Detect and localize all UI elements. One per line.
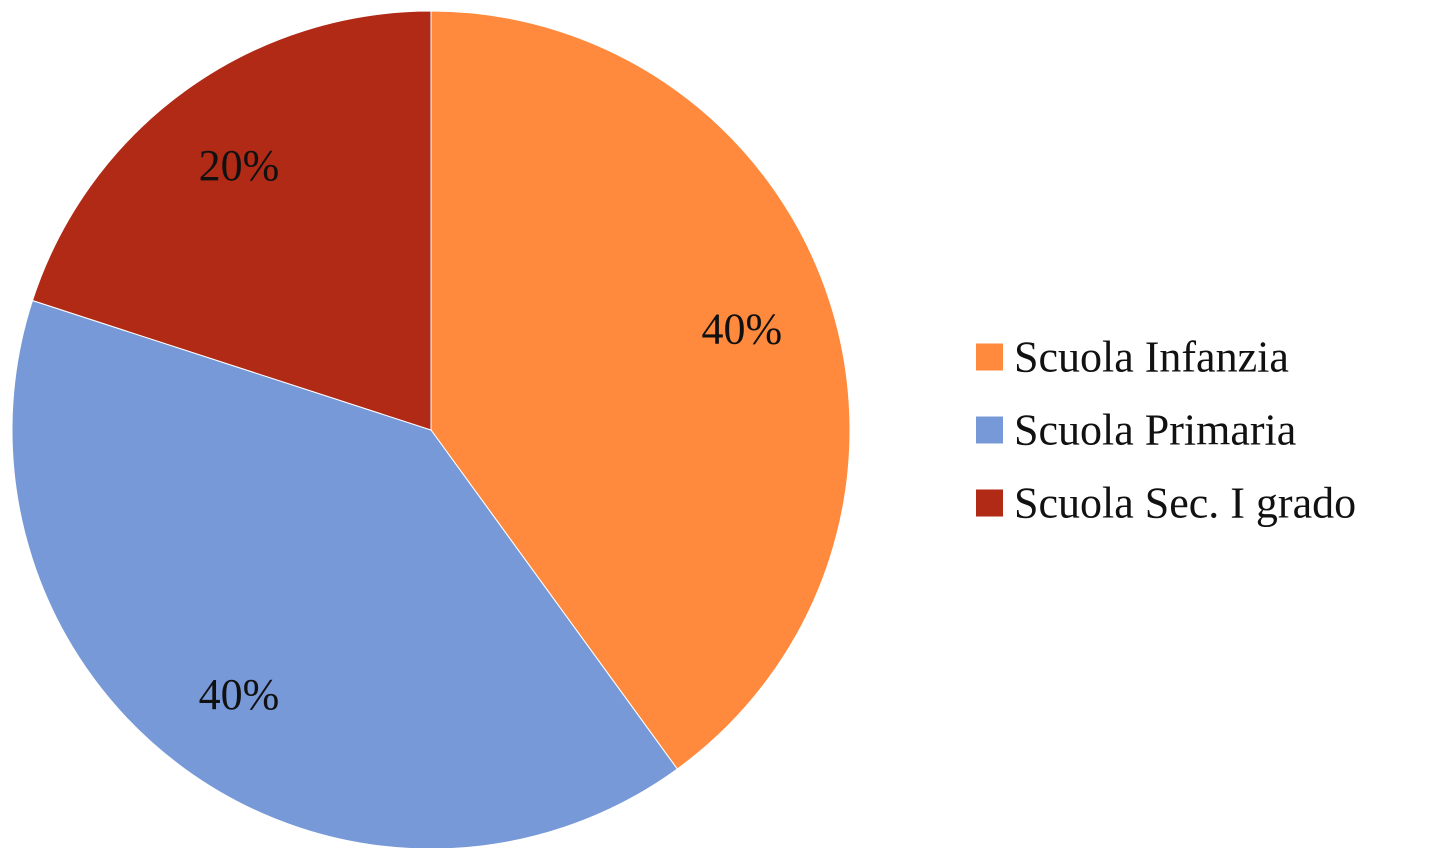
legend-label-1: Scuola Primaria [1014, 406, 1296, 455]
legend: Scuola Infanzia Scuola Primaria Scuola Sec… [976, 333, 1356, 528]
pie-slices [11, 10, 851, 848]
slice-data-label-2: 20% [199, 141, 280, 190]
legend-label-0: Scuola Infanzia [1014, 333, 1289, 382]
slice-data-label-1: 40% [199, 670, 280, 719]
pie-slice-0 [430, 10, 851, 770]
pie-slice-1 [11, 299, 678, 848]
legend-swatch-2 [976, 489, 1003, 517]
legend-swatch-0 [976, 343, 1003, 371]
pie-data-labels: 40% 40% 20% [199, 141, 783, 719]
slice-data-label-0: 40% [701, 305, 782, 354]
legend-label-2: Scuola Sec. I grado [1014, 479, 1356, 528]
legend-swatch-1 [976, 416, 1003, 444]
pie-slice-2 [31, 10, 432, 431]
